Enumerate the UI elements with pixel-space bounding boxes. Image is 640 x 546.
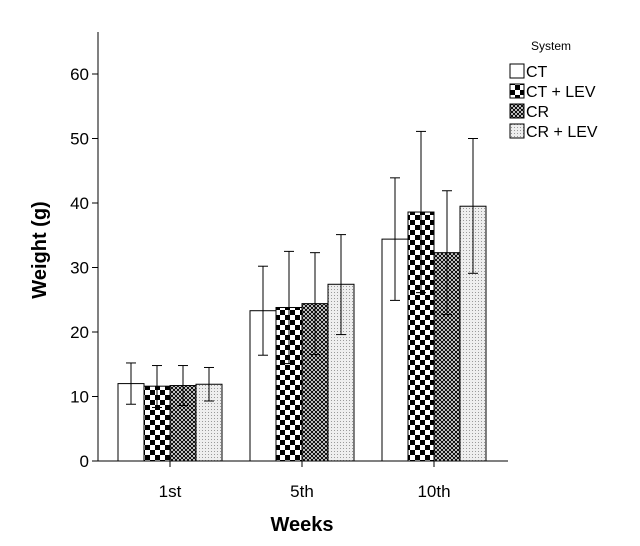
y-tick-label: 60 [70,65,89,84]
legend-label: CR [526,104,549,121]
y-tick-label: 20 [70,323,89,342]
x-tick-label: 10th [417,482,450,501]
legend-swatch [509,63,525,79]
legend-swatch [509,83,525,99]
y-axis-title: Weight (g) [29,201,51,298]
y-tick-label: 40 [70,194,89,213]
bars [117,205,487,462]
legend-label: CR + LEV [526,124,598,141]
y-axis: 0 10 20 30 40 50 60 [70,32,99,471]
legend-swatch [509,103,525,119]
y-tick-label: 30 [70,259,89,278]
x-axis-title: Weeks [270,514,333,536]
legend-swatch [509,123,525,139]
legend-label: CT [526,64,548,81]
x-tick-label: 1st [159,482,182,501]
x-axis: 1st 5th 10th [98,460,508,501]
y-tick-label: 0 [80,452,89,471]
y-tick-label: 50 [70,130,89,149]
legend-title: System [531,39,571,53]
x-tick-label: 5th [290,482,314,501]
error-bars [126,130,478,408]
legend-label: CT + LEV [526,84,596,101]
legend: System CT CT + LEV CR CR + LEV [509,39,598,141]
y-tick-label: 10 [70,388,89,407]
